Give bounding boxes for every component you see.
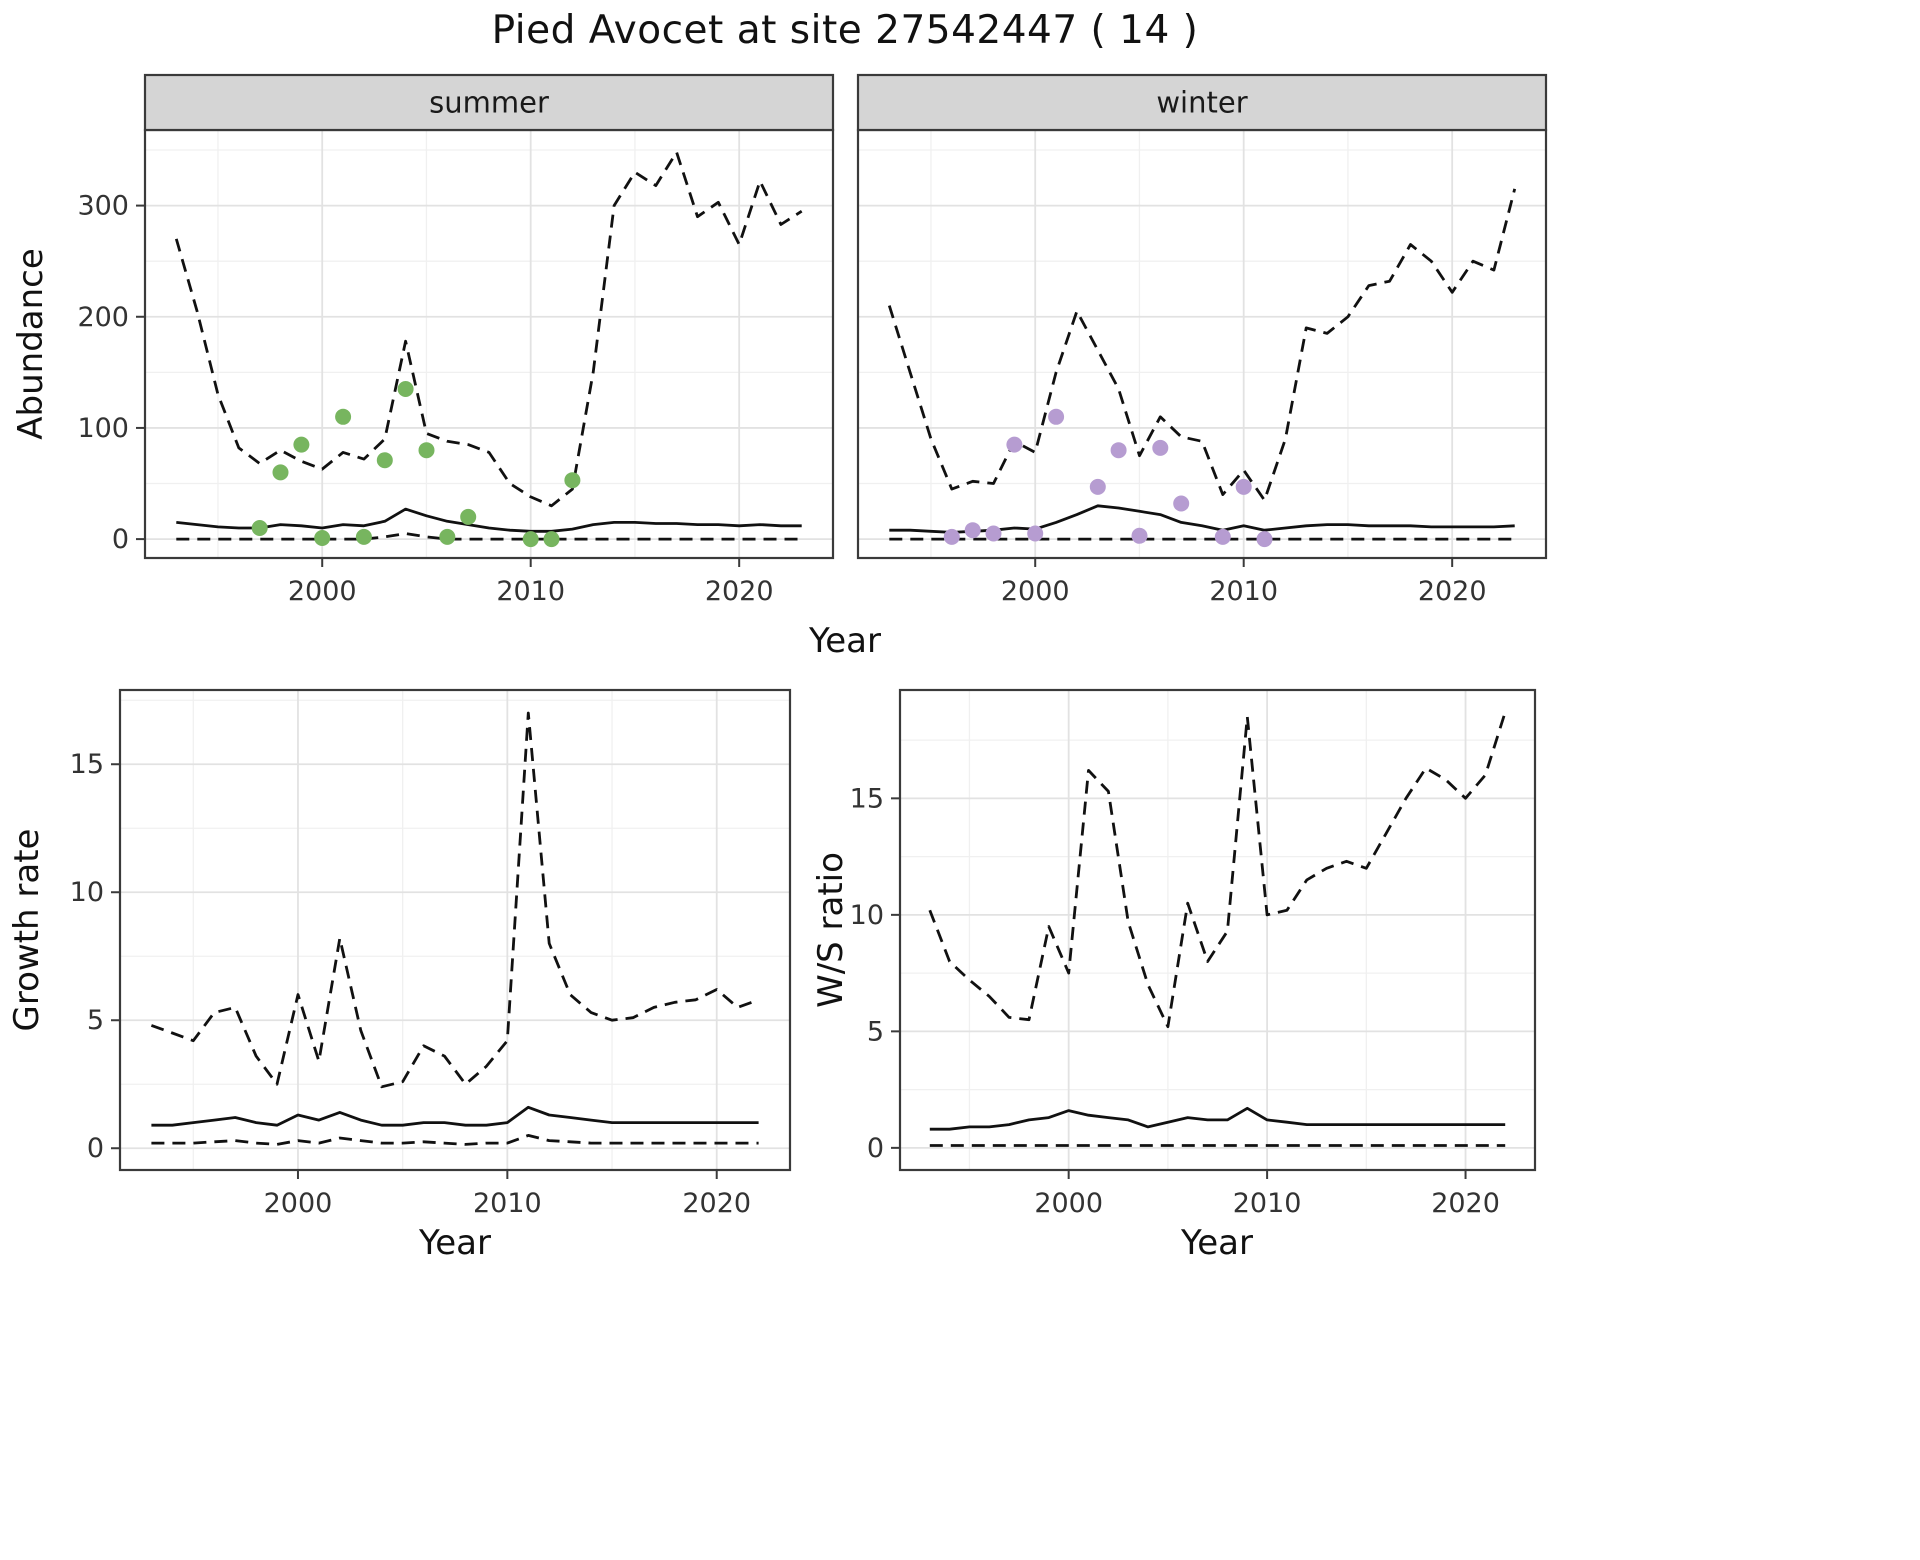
panel-winter: 2000 2010 2020 winter (856, 73, 1548, 607)
x-axis-label-year-top: Year (808, 621, 881, 661)
data-point-summer-observations (522, 531, 539, 548)
series-line-upper_interval (928, 711, 1507, 1029)
y-tick-label: 5 (867, 1016, 884, 1047)
data-point-summer-observations (460, 508, 477, 525)
data-point-winter-observations (985, 525, 1002, 542)
y-tick-label: 300 (77, 191, 129, 222)
y-tick-label: 0 (112, 524, 129, 555)
y-tick-label: 0 (87, 1133, 104, 1164)
panel-growth-rate: 2000 2010 2020 0 5 10 15 (70, 688, 792, 1219)
data-point-winter-observations (1110, 442, 1127, 459)
x-tick-label: 2000 (264, 1188, 333, 1219)
series-line-upper_interval (887, 188, 1517, 502)
data-point-summer-observations (439, 528, 456, 545)
x-tick-label: 2020 (705, 576, 774, 607)
panel-background (145, 130, 833, 558)
data-point-winter-observations (1256, 531, 1273, 548)
y-tick-label: 5 (87, 1005, 104, 1036)
data-point-winter-observations (964, 522, 981, 539)
panel-background (120, 690, 790, 1170)
data-point-winter-observations (1235, 478, 1252, 495)
data-point-summer-observations (251, 520, 268, 536)
x-tick-label: 2010 (473, 1188, 542, 1219)
facet-strip (856, 73, 1548, 132)
x-tick-label: 2010 (1233, 1188, 1302, 1219)
data-point-winter-observations (1214, 528, 1231, 545)
x-tick-label: 2000 (1001, 576, 1070, 607)
data-point-summer-observations (564, 472, 581, 489)
y-axis-label-abundance: Abundance (11, 248, 51, 440)
y-tick-label: 10 (850, 900, 884, 931)
chart-title: Pied Avocet at site 27542447 ( 14 ) (491, 8, 1199, 53)
data-point-winter-observations (1152, 439, 1169, 456)
y-axis-label-ws-ratio: W/S ratio (811, 852, 851, 1008)
x-tick-label: 2010 (496, 576, 565, 607)
x-tick-label: 2020 (1431, 1188, 1500, 1219)
data-point-summer-observations (355, 528, 372, 545)
facet-strip-label: winter (1156, 86, 1247, 120)
data-point-summer-observations (293, 436, 310, 453)
series-line-lower_interval (151, 1134, 759, 1146)
data-point-summer-observations (335, 408, 352, 425)
series-line-median (929, 1106, 1506, 1131)
data-point-summer-observations (272, 464, 289, 481)
y-tick-label: 100 (77, 413, 129, 444)
series-line-median (151, 1105, 759, 1127)
x-tick-label: 2020 (1418, 576, 1487, 607)
data-point-summer-observations (418, 442, 435, 459)
x-tick-label: 2010 (1209, 576, 1278, 607)
panel-background (900, 690, 1535, 1170)
panel-background (858, 130, 1546, 558)
y-tick-label: 0 (867, 1133, 884, 1164)
y-axis-label-growth-rate: Growth rate (7, 829, 47, 1032)
data-point-winter-observations (1173, 495, 1190, 512)
x-axis-label-year-bottom-left: Year (418, 1223, 491, 1263)
y-tick-label: 15 (70, 749, 104, 780)
data-point-winter-observations (1048, 408, 1065, 425)
series-line-median (176, 507, 802, 533)
x-tick-label: 2000 (288, 576, 357, 607)
panel-border (898, 688, 1537, 1172)
data-point-winter-observations (1089, 478, 1106, 495)
data-point-summer-observations (314, 530, 331, 546)
data-point-winter-observations (1006, 436, 1023, 453)
panel-w-s-ratio: 2000 2010 2020 0 5 10 15 (850, 688, 1537, 1219)
panel-border (118, 688, 792, 1172)
y-tick-label: 15 (850, 783, 884, 814)
data-point-summer-observations (397, 381, 414, 397)
facet-strip-label: summer (429, 86, 549, 120)
data-point-winter-observations (1027, 525, 1044, 542)
x-axis-label-year-bottom-right: Year (1180, 1223, 1253, 1263)
series-line-upper_interval (174, 150, 803, 508)
x-tick-label: 2020 (682, 1188, 751, 1219)
y-tick-label: 200 (77, 302, 129, 333)
data-point-summer-observations (376, 452, 393, 469)
y-tick-label: 10 (70, 877, 104, 908)
facet-strip (143, 73, 835, 132)
panel-summer: 2000 2010 2020 0 100 200 300 summer (77, 73, 835, 607)
data-point-winter-observations (943, 528, 960, 545)
data-point-winter-observations (1131, 527, 1148, 544)
x-tick-label: 2000 (1034, 1188, 1103, 1219)
data-point-summer-observations (543, 531, 560, 548)
